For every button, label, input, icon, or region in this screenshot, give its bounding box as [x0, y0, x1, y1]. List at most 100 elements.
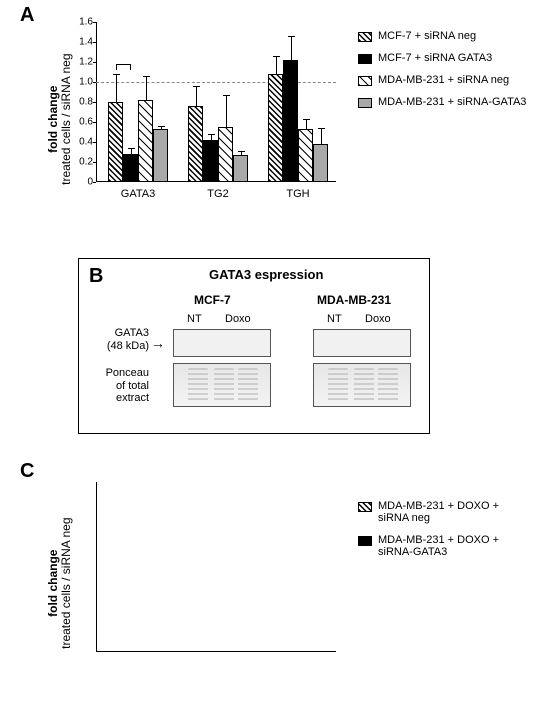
bar [138, 100, 153, 182]
category-label: GATA3 [121, 188, 155, 200]
legend-item: MDA-MB-231 + siRNA neg [358, 74, 528, 86]
bar [313, 144, 328, 182]
panel-a-chart: fold change treated cells / siRNA neg 00… [48, 18, 348, 218]
error-cap [143, 76, 150, 77]
celline-mda: MDA-MB-231 [317, 293, 391, 307]
error-bar [291, 36, 292, 60]
ytick-mark [93, 182, 96, 183]
ytick-label: 0.4 [79, 137, 93, 148]
bar [233, 155, 248, 182]
lane-doxo-1: Doxo [225, 313, 251, 325]
reference-line [96, 82, 336, 83]
panel-c-yaxis [96, 482, 97, 652]
panel-c-legend: MDA-MB-231 + DOXO + siRNA neg MDA-MB-231… [358, 500, 528, 568]
legend-label: MDA-MB-231 + DOXO + siRNA neg [378, 500, 528, 524]
error-bar [146, 76, 147, 100]
lane-doxo-2: Doxo [365, 313, 391, 325]
ponceau-lane [354, 368, 374, 402]
panel-b-label: B [89, 265, 103, 288]
error-cap [288, 36, 295, 37]
panel-a-plot: 00.20.40.60.81.01.21.41.6GATA3TG2TGH [96, 22, 336, 182]
ytick-label: 0.8 [79, 97, 93, 108]
legend-item: MCF-7 + siRNA GATA3 [358, 52, 528, 64]
ytick-mark [93, 122, 96, 123]
legend-swatch [358, 76, 372, 86]
bar [188, 106, 203, 182]
panel-c-chart: fold change treated cells / siRNA neg [48, 478, 348, 688]
lane-nt-2: NT [327, 313, 342, 325]
error-bar [116, 74, 117, 102]
legend-label: MCF-7 + siRNA neg [378, 30, 476, 42]
bar [283, 60, 298, 182]
legend-swatch [358, 98, 372, 108]
bar [108, 102, 123, 182]
legend-swatch [358, 536, 372, 546]
panel-b-title: GATA3 espression [209, 267, 323, 282]
celline-mcf7: MCF-7 [194, 293, 231, 307]
category-label: TGH [286, 188, 309, 200]
bar [218, 127, 233, 182]
legend-label: MCF-7 + siRNA GATA3 [378, 52, 492, 64]
ponceau-lane [378, 368, 398, 402]
ytick-mark [93, 162, 96, 163]
panel-a-ylabel-bold: fold change [46, 86, 60, 153]
error-bar [276, 56, 277, 74]
error-cap [193, 86, 200, 87]
error-bar [196, 86, 197, 106]
rowlabel-p2: of total [116, 380, 149, 392]
panel-b-box: B GATA3 espression MCF-7 MDA-MB-231 NT D… [78, 258, 430, 434]
ytick-label: 1.0 [79, 77, 93, 88]
ytick-label: 1.4 [79, 37, 93, 48]
error-cap [158, 126, 165, 127]
panel-c-plot [96, 482, 336, 652]
rowlabel-p1: Ponceau [106, 367, 149, 379]
rowlabel-gata3: GATA3 (48 kDa) [85, 327, 149, 352]
sig-bracket [116, 64, 131, 70]
ponceau-lane [188, 368, 208, 402]
rowlabel-gata3-2: (48 kDa) [107, 340, 149, 352]
ytick-mark [93, 22, 96, 23]
ytick-label: 1.2 [79, 57, 93, 68]
ytick-mark [93, 142, 96, 143]
ytick-mark [93, 62, 96, 63]
legend-swatch [358, 32, 372, 42]
legend-label: MDA-MB-231 + siRNA neg [378, 74, 509, 86]
rowlabel-ponceau: Ponceau of total extract [85, 367, 149, 405]
bar [298, 129, 313, 182]
panel-c-label: C [20, 460, 34, 483]
error-cap [208, 134, 215, 135]
legend-label: MDA-MB-231 + siRNA-GATA3 [378, 96, 526, 108]
legend-swatch [358, 502, 372, 512]
bar [268, 74, 283, 182]
bar [153, 129, 168, 182]
panel-a-label: A [20, 4, 34, 27]
blot-mcf7-gata3 [173, 329, 271, 357]
bar [203, 140, 218, 182]
panel-c-ylabel-bold: fold change [46, 550, 60, 617]
panel-a-ylabel-plain: treated cells / siRNA neg [59, 53, 73, 184]
category-label: TG2 [207, 188, 228, 200]
blot-mda-gata3 [313, 329, 411, 357]
error-cap [128, 148, 135, 149]
lane-nt-1: NT [187, 313, 202, 325]
panel-a-ylabel: fold change treated cells / siRNA neg [47, 39, 73, 199]
error-cap [238, 151, 245, 152]
ponceau-lane [238, 368, 258, 402]
ytick-label: 0.6 [79, 117, 93, 128]
panel-c-ylabel: fold change treated cells / siRNA neg [47, 503, 73, 663]
ytick-mark [93, 102, 96, 103]
legend-item: MDA-MB-231 + siRNA-GATA3 [358, 96, 528, 108]
panel-c-xaxis [96, 651, 336, 652]
ponceau-lane [214, 368, 234, 402]
arrow-icon: → [151, 335, 165, 351]
ponceau-mda [313, 363, 411, 407]
bar [123, 154, 138, 182]
error-cap [223, 95, 230, 96]
error-bar [321, 128, 322, 144]
ytick-label: 0.2 [79, 157, 93, 168]
legend-swatch [358, 54, 372, 64]
error-cap [318, 128, 325, 129]
rowlabel-gata3-1: GATA3 [115, 327, 149, 339]
ponceau-lane [328, 368, 348, 402]
error-cap [113, 74, 120, 75]
